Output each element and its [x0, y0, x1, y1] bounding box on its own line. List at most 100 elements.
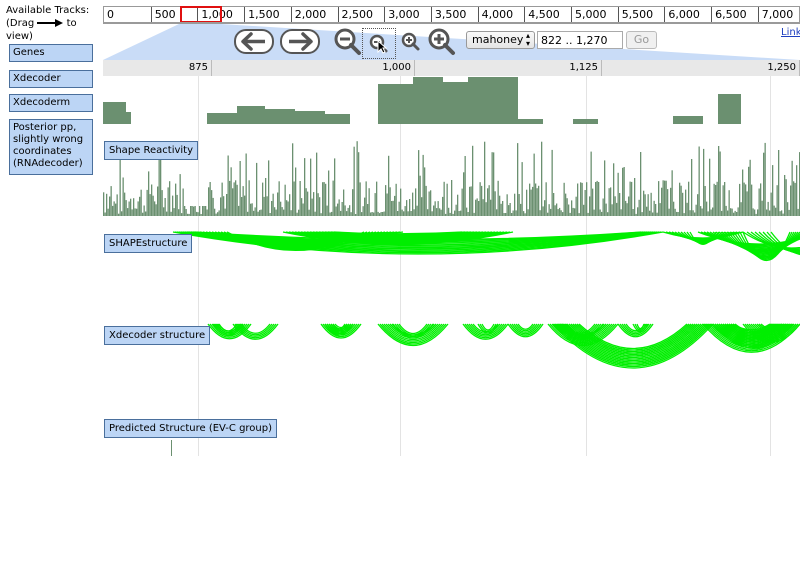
reactivity-bar [517, 143, 519, 216]
structure-arc [754, 323, 789, 334]
reactivity-bar [587, 212, 589, 216]
zoom-in-large-icon[interactable] [427, 28, 457, 56]
reactivity-bar [745, 184, 747, 216]
reactivity-bar [554, 205, 556, 216]
reactivity-bar [590, 151, 592, 216]
reactivity-bar [191, 206, 193, 216]
reactivity-bar [740, 202, 742, 216]
link[interactable]: Link [781, 27, 800, 38]
reactivity-bar [577, 183, 579, 216]
structure-arc [770, 231, 800, 255]
reactivity-bar [325, 183, 327, 216]
sidebar-item-label: Xdecoder [13, 73, 61, 84]
left-arrow-icon[interactable] [234, 29, 274, 54]
structure-arc [680, 231, 726, 243]
sidebar-item-posterior-pp[interactable]: Posterior pp, slightly wrong coordinates… [9, 119, 93, 175]
reactivity-bar [262, 182, 264, 216]
reactivity-bar [391, 201, 393, 216]
reactivity-bar [370, 212, 372, 216]
structure-arc [564, 323, 702, 360]
reactivity-bar [176, 194, 178, 216]
reactivity-bar [410, 211, 412, 216]
structure-arc [744, 323, 799, 342]
reactivity-bar [781, 210, 783, 216]
reactivity-bar [446, 183, 448, 216]
track-label-predicted-structure[interactable]: Predicted Structure (EV-C group) [104, 419, 278, 438]
reactivity-bar [437, 201, 439, 216]
zoom-out-small-focus[interactable] [362, 28, 396, 59]
reactivity-bar [461, 188, 463, 216]
detail-ruler[interactable]: 875 1,000 1,125 1,250 [103, 60, 800, 76]
reactivity-bar [364, 197, 366, 216]
reactivity-bar [763, 152, 765, 216]
reactivity-bar [566, 198, 568, 216]
reactivity-bar [739, 183, 741, 216]
overview-tick: 6,500 [711, 7, 747, 22]
reactivity-bar [640, 152, 642, 216]
structure-arc [742, 231, 791, 262]
reactivity-bar [616, 202, 618, 216]
zoom-out-large-icon[interactable] [333, 28, 363, 56]
track-label-xdecoder-structure[interactable]: Xdecoder structure [104, 326, 211, 345]
sidebar-item-xdecoderm[interactable]: Xdecoderm [9, 94, 93, 112]
structure-arc [398, 323, 428, 335]
histogram-bar [718, 94, 741, 124]
grid-line [586, 76, 587, 456]
reactivity-bar [551, 149, 553, 216]
go-button[interactable]: Go [626, 31, 657, 49]
overview-tick: 4,000 [477, 7, 513, 22]
shape-reactivity-bars [103, 141, 800, 216]
overview-view-highlight[interactable] [180, 6, 222, 23]
reactivity-bar [596, 180, 598, 216]
reactivity-bar [272, 193, 274, 216]
reactivity-bar [307, 191, 309, 216]
reactivity-bar [751, 184, 753, 216]
reactivity-bar [731, 208, 733, 216]
sidebar-item-xdecoder[interactable]: Xdecoder [9, 70, 93, 88]
reactivity-bar [752, 208, 754, 216]
reactivity-bar [104, 212, 106, 216]
overview-tick: 2,000 [290, 7, 326, 22]
reactivity-bar [424, 167, 426, 216]
structure-arc [513, 323, 538, 333]
reactivity-bar [359, 182, 361, 216]
reactivity-bar [152, 195, 154, 216]
zoom-in-small-icon[interactable] [400, 32, 422, 52]
reactivity-bar [350, 212, 352, 216]
reactivity-bar [719, 151, 721, 216]
reactivity-bar [263, 196, 265, 216]
drag-hint-text: (Drag [6, 18, 35, 29]
structure-arc [758, 323, 785, 331]
reactivity-bar [523, 211, 525, 216]
location-select[interactable]: mahoney ▴ ▾ [466, 31, 535, 49]
sidebar-item-genes[interactable]: Genes [9, 44, 93, 62]
ruler-tick-label: 1,000 [382, 62, 411, 73]
overview-ruler[interactable]: 0 500 1,000 1,500 2,000 2,500 3,000 3,500 4,000 4… [103, 6, 800, 23]
histogram-bar [295, 111, 325, 124]
reactivity-bar [154, 201, 156, 216]
right-arrow-icon[interactable] [280, 29, 320, 54]
reactivity-bar [473, 212, 475, 216]
reactivity-bar [635, 213, 637, 216]
structure-arc [396, 323, 430, 336]
reactivity-bar [173, 208, 175, 216]
reactivity-bar [209, 182, 211, 216]
reactivity-bar [661, 187, 663, 216]
reactivity-bar [353, 146, 355, 216]
reactivity-bar [299, 181, 301, 216]
location-input[interactable] [537, 31, 623, 49]
reactivity-bar [125, 200, 127, 216]
reactivity-bar [271, 201, 273, 216]
track-label-shape-reactivity[interactable]: Shape Reactivity [104, 141, 199, 160]
reactivity-bar [419, 175, 421, 216]
reactivity-bar [308, 209, 310, 216]
reactivity-bar [718, 146, 720, 216]
reactivity-bar [233, 182, 235, 216]
reactivity-bar [772, 165, 774, 216]
reactivity-bar [548, 204, 550, 216]
track-label-shapestructure[interactable]: SHAPEstructure [104, 234, 193, 253]
structure-arc [746, 323, 797, 340]
reactivity-bar [238, 205, 240, 216]
overview-underbar [103, 22, 800, 24]
overview-tick: 5,500 [617, 7, 653, 22]
